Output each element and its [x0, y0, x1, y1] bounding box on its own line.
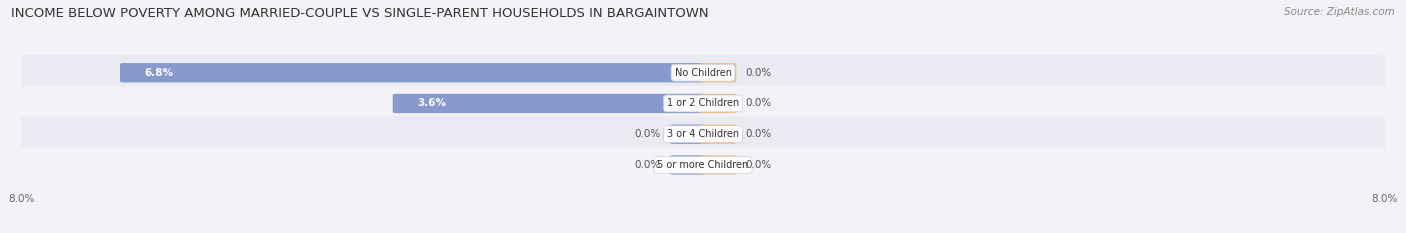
Text: Source: ZipAtlas.com: Source: ZipAtlas.com — [1284, 7, 1395, 17]
FancyBboxPatch shape — [21, 147, 1385, 183]
FancyBboxPatch shape — [700, 155, 737, 175]
FancyBboxPatch shape — [120, 63, 706, 82]
Text: 0.0%: 0.0% — [745, 129, 772, 139]
FancyBboxPatch shape — [700, 94, 737, 113]
FancyBboxPatch shape — [669, 155, 706, 175]
Text: 3.6%: 3.6% — [418, 99, 447, 109]
Text: 1 or 2 Children: 1 or 2 Children — [666, 99, 740, 109]
Text: INCOME BELOW POVERTY AMONG MARRIED-COUPLE VS SINGLE-PARENT HOUSEHOLDS IN BARGAIN: INCOME BELOW POVERTY AMONG MARRIED-COUPL… — [11, 7, 709, 20]
FancyBboxPatch shape — [21, 55, 1385, 90]
FancyBboxPatch shape — [21, 116, 1385, 152]
FancyBboxPatch shape — [669, 124, 706, 144]
Text: 0.0%: 0.0% — [745, 160, 772, 170]
FancyBboxPatch shape — [700, 124, 737, 144]
Text: 0.0%: 0.0% — [634, 129, 661, 139]
Text: 0.0%: 0.0% — [634, 160, 661, 170]
Text: 3 or 4 Children: 3 or 4 Children — [666, 129, 740, 139]
FancyBboxPatch shape — [700, 63, 737, 82]
Text: No Children: No Children — [675, 68, 731, 78]
Text: 0.0%: 0.0% — [745, 99, 772, 109]
Text: 5 or more Children: 5 or more Children — [658, 160, 748, 170]
Text: 6.8%: 6.8% — [145, 68, 174, 78]
FancyBboxPatch shape — [392, 94, 706, 113]
FancyBboxPatch shape — [21, 86, 1385, 121]
Text: 0.0%: 0.0% — [745, 68, 772, 78]
